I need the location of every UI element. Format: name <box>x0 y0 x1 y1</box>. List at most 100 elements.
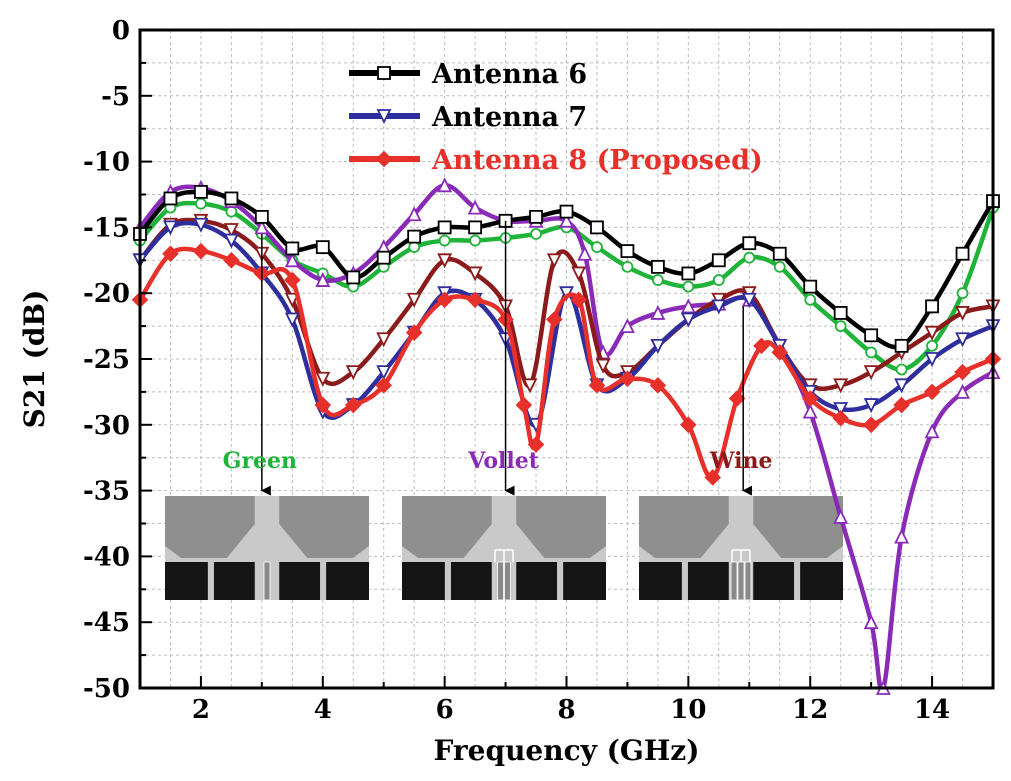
data-point <box>924 325 940 341</box>
data-point <box>802 403 818 419</box>
data-point <box>467 199 483 215</box>
data-point <box>314 396 332 414</box>
legend-item: Antenna 8 (Proposed) <box>349 145 763 176</box>
data-point <box>588 377 606 394</box>
data-point <box>223 252 240 269</box>
series-layer <box>131 177 1002 695</box>
data-point <box>862 416 880 434</box>
inset-stub <box>737 561 745 601</box>
data-point <box>437 220 452 235</box>
data-point <box>894 338 909 353</box>
data-point <box>743 251 756 264</box>
data-point <box>834 320 847 333</box>
data-point <box>254 219 270 235</box>
data-point <box>650 304 666 320</box>
inset-ground-plane <box>687 562 729 600</box>
data-point <box>225 205 238 218</box>
y-tick-label: 0 <box>112 16 130 46</box>
legend-label: Antenna 7 <box>431 102 587 133</box>
inset-ground-plane <box>516 562 558 600</box>
inset-slot-lines <box>731 549 751 562</box>
data-point <box>284 252 300 268</box>
data-point <box>893 396 910 414</box>
legend-label: Antenna 8 (Proposed) <box>431 145 763 176</box>
y-tick-label: -25 <box>83 345 130 375</box>
data-point <box>803 279 818 294</box>
inset-stub <box>744 561 752 601</box>
data-point <box>408 241 421 254</box>
x-tick-label: 2 <box>192 695 210 725</box>
data-point <box>315 371 331 387</box>
data-point <box>223 223 239 239</box>
data-point <box>955 246 970 261</box>
data-point <box>469 234 482 247</box>
data-point <box>955 332 970 348</box>
data-point <box>467 266 483 282</box>
data-point <box>375 150 393 168</box>
data-point <box>345 365 361 381</box>
y-tick-label: -45 <box>83 608 130 638</box>
data-point <box>833 306 848 320</box>
data-point <box>405 324 423 341</box>
data-point <box>804 293 817 306</box>
inset-radiator-left <box>165 496 255 558</box>
data-point <box>223 233 239 249</box>
data-point <box>515 396 533 414</box>
antenna-inset <box>639 496 843 601</box>
data-point <box>681 266 696 281</box>
data-point <box>466 291 484 309</box>
y-tick-label: -10 <box>83 148 130 178</box>
data-point <box>468 220 483 235</box>
inset-stub <box>497 561 504 601</box>
data-point <box>833 508 849 524</box>
inset-radiator-left <box>402 496 492 558</box>
data-point <box>955 306 970 321</box>
data-point <box>571 266 587 282</box>
data-point <box>619 318 635 334</box>
data-point <box>376 250 391 265</box>
data-point <box>863 398 879 414</box>
inset-stub <box>504 561 511 601</box>
data-point <box>529 209 543 224</box>
annotation-label: Green <box>223 448 297 474</box>
series-line <box>138 246 994 480</box>
data-point <box>704 469 722 486</box>
inset-ground-plane <box>165 562 208 600</box>
inset-ground-plane <box>279 562 321 600</box>
data-point <box>375 377 392 394</box>
data-point <box>254 209 269 224</box>
y-axis-title: S21 (dB) <box>18 290 51 429</box>
data-point <box>577 245 593 261</box>
data-point <box>801 390 819 407</box>
data-point <box>863 614 879 630</box>
series-antenna-8-proposed- <box>131 242 1002 486</box>
inset-radiator-right <box>516 496 606 558</box>
data-point <box>376 109 392 125</box>
data-point <box>771 344 789 361</box>
data-point <box>923 383 941 401</box>
data-point <box>595 358 611 374</box>
data-point <box>712 274 725 286</box>
data-point <box>956 287 969 300</box>
data-point <box>546 311 563 328</box>
y-tick-label: -15 <box>83 213 130 243</box>
data-point <box>559 204 574 219</box>
data-point <box>865 346 878 359</box>
data-point <box>284 271 301 289</box>
data-point <box>742 236 757 251</box>
data-point <box>680 298 696 314</box>
y-tick-label: -5 <box>101 82 130 112</box>
legend-item: Antenna 7 <box>349 102 587 133</box>
y-tick-label: -50 <box>83 674 130 704</box>
antenna-inset <box>402 496 606 601</box>
x-tick-label: 4 <box>314 695 332 725</box>
data-point <box>546 253 562 269</box>
data-point <box>591 241 603 254</box>
data-point <box>377 66 391 80</box>
data-point <box>680 416 697 434</box>
annotation-label: Vollet <box>467 448 539 474</box>
data-point <box>194 184 208 199</box>
data-point <box>619 370 636 388</box>
annotations: Green Vollet Wine <box>223 220 773 496</box>
data-point <box>711 253 726 268</box>
